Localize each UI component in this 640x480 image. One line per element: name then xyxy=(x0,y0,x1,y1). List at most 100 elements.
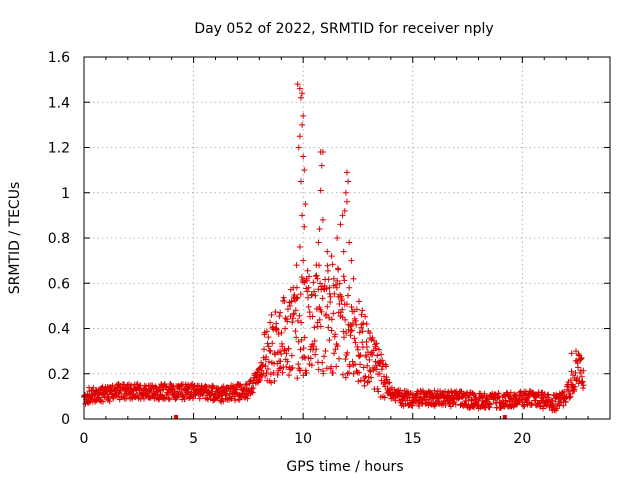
data-point xyxy=(189,395,196,402)
data-point xyxy=(321,353,328,360)
data-point xyxy=(334,235,341,241)
data-point xyxy=(342,189,349,196)
data-point xyxy=(324,267,331,274)
data-point xyxy=(541,390,548,397)
data-point xyxy=(210,383,217,390)
data-point xyxy=(267,371,274,378)
data-point xyxy=(311,324,318,331)
data-point xyxy=(305,303,312,310)
data-point xyxy=(301,353,308,360)
data-point xyxy=(326,284,333,291)
data-point xyxy=(336,300,343,307)
data-point xyxy=(97,397,104,404)
data-point xyxy=(243,381,250,388)
data-point xyxy=(299,212,306,219)
data-point xyxy=(345,178,352,185)
data-point xyxy=(105,394,112,401)
data-point xyxy=(344,198,350,205)
data-point xyxy=(328,253,335,260)
data-point xyxy=(372,343,379,350)
data-point xyxy=(272,308,279,315)
data-point xyxy=(263,353,270,360)
data-point xyxy=(317,187,324,194)
data-point xyxy=(283,350,290,357)
data-point xyxy=(366,378,373,385)
y-tick-label: 1.2 xyxy=(48,141,70,157)
data-point xyxy=(355,378,362,385)
data-point xyxy=(298,274,305,281)
data-point xyxy=(512,401,519,408)
data-point xyxy=(250,384,257,391)
data-point xyxy=(568,368,575,375)
data-point xyxy=(346,239,353,246)
chart-title: Day 052 of 2022, SRMTID for receiver npl… xyxy=(194,21,493,37)
data-point xyxy=(322,348,329,355)
data-point xyxy=(409,402,416,409)
data-point xyxy=(301,223,308,230)
data-point xyxy=(300,257,307,264)
data-point xyxy=(294,294,301,301)
data-point xyxy=(353,321,360,328)
data-point xyxy=(297,94,304,101)
data-point xyxy=(384,380,391,387)
data-point xyxy=(213,384,220,391)
data-point xyxy=(359,328,366,335)
data-point xyxy=(574,364,581,371)
data-point xyxy=(300,112,307,119)
data-point xyxy=(378,366,385,373)
data-point xyxy=(299,278,306,285)
data-point xyxy=(281,346,288,353)
data-point xyxy=(573,348,580,355)
data-point xyxy=(330,275,337,282)
data-point xyxy=(291,310,298,317)
data-point xyxy=(278,329,285,336)
data-point xyxy=(369,351,376,358)
data-point xyxy=(202,383,209,390)
data-point xyxy=(306,361,313,368)
data-point xyxy=(298,319,305,326)
scatter-series-srmtid xyxy=(81,81,587,414)
data-point xyxy=(360,320,367,327)
data-point xyxy=(294,81,301,88)
data-point xyxy=(264,366,271,373)
data-point xyxy=(432,399,439,406)
y-tick-label: 1.6 xyxy=(48,50,70,66)
data-point xyxy=(303,275,310,282)
data-point xyxy=(323,285,330,292)
data-point xyxy=(167,381,174,388)
data-point xyxy=(296,312,303,319)
data-point xyxy=(222,391,229,398)
data-point xyxy=(277,364,284,371)
data-point xyxy=(332,346,339,353)
data-point xyxy=(347,328,354,335)
data-point xyxy=(568,350,575,357)
data-point xyxy=(313,262,320,269)
data-point xyxy=(381,394,388,401)
data-point xyxy=(349,358,356,365)
data-point xyxy=(320,370,327,377)
data-point xyxy=(262,373,269,380)
data-point xyxy=(574,374,581,381)
data-point xyxy=(362,373,369,380)
y-tick-label: 1 xyxy=(61,186,70,202)
data-point xyxy=(266,358,273,365)
data-point xyxy=(546,396,553,403)
data-point xyxy=(274,371,281,378)
data-point xyxy=(470,391,477,398)
data-point xyxy=(350,370,357,377)
data-point xyxy=(319,359,326,366)
data-point xyxy=(324,262,331,269)
data-point xyxy=(372,358,379,365)
data-point xyxy=(276,365,283,372)
data-point xyxy=(353,306,360,313)
data-point xyxy=(296,85,303,92)
data-point xyxy=(302,367,309,374)
data-point xyxy=(299,90,306,97)
data-point xyxy=(324,248,331,255)
data-point xyxy=(328,316,335,323)
data-point xyxy=(261,346,268,353)
data-point xyxy=(244,395,251,402)
data-point xyxy=(358,311,365,318)
data-point xyxy=(302,201,309,208)
